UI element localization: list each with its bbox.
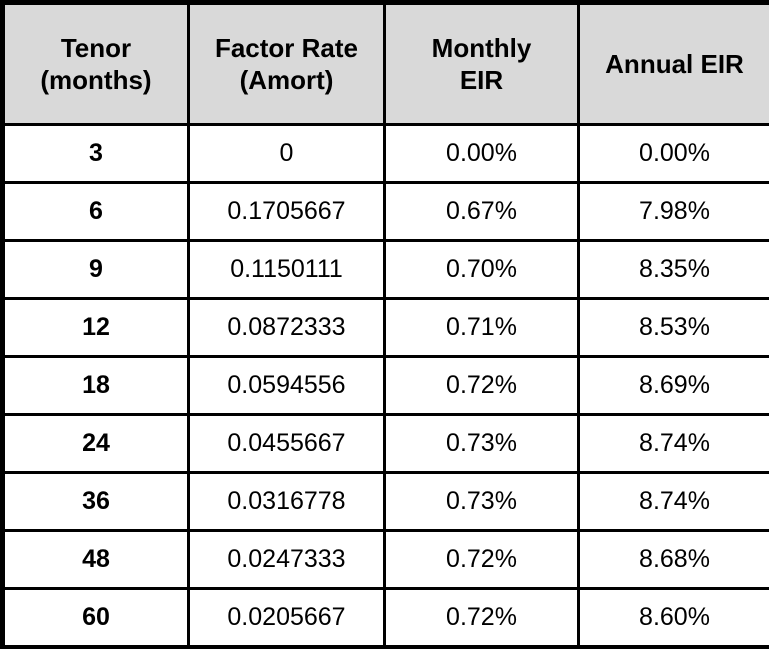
column-header-monthly-eir-line: EIR [459, 65, 504, 95]
cell-tenor: 24 [1, 413, 190, 474]
table-header: Tenor (months) Factor Rate (Amort) Monthly EI… [1, 1, 769, 126]
column-header-tenor: Tenor (months) [1, 1, 190, 126]
cell-monthly-eir: 0.72% [383, 529, 580, 590]
cell-monthly-eir: 0.70% [383, 239, 580, 300]
cell-monthly-eir: 0.72% [383, 587, 580, 649]
cell-annual-eir: 8.69% [577, 355, 769, 416]
table-row: 3 0 0.00% 0.00% [1, 123, 769, 184]
table-header-row: Tenor (months) Factor Rate (Amort) Monthly EI… [1, 1, 769, 126]
table-row: 48 0.0247333 0.72% 8.68% [1, 529, 769, 590]
cell-factor-rate: 0.1150111 [187, 239, 386, 300]
cell-monthly-eir: 0.73% [383, 413, 580, 474]
cell-factor-rate: 0.0205667 [187, 587, 386, 649]
table-row: 24 0.0455667 0.73% 8.74% [1, 413, 769, 474]
cell-factor-rate: 0.0455667 [187, 413, 386, 474]
table-row: 18 0.0594556 0.72% 8.69% [1, 355, 769, 416]
column-header-annual-eir-line: Annual EIR [605, 48, 744, 79]
cell-annual-eir: 8.74% [577, 413, 769, 474]
column-header-factor-rate-line: (Amort) [239, 65, 334, 95]
table-body: 3 0 0.00% 0.00% 6 0.1705667 0.67% 7.98% 9 0.11501… [1, 123, 769, 649]
column-header-tenor-line: (months) [40, 65, 152, 95]
cell-annual-eir: 8.35% [577, 239, 769, 300]
cell-monthly-eir: 0.73% [383, 471, 580, 532]
column-header-factor-rate: Factor Rate (Amort) [187, 1, 386, 126]
cell-tenor: 48 [1, 529, 190, 590]
column-header-annual-eir: Annual EIR [577, 1, 769, 126]
cell-factor-rate: 0.0247333 [187, 529, 386, 590]
cell-tenor: 6 [1, 181, 190, 242]
cell-annual-eir: 7.98% [577, 181, 769, 242]
cell-factor-rate: 0 [187, 123, 386, 184]
cell-monthly-eir: 0.67% [383, 181, 580, 242]
cell-annual-eir: 0.00% [577, 123, 769, 184]
cell-monthly-eir: 0.00% [383, 123, 580, 184]
column-header-monthly-eir: Monthly EIR [383, 1, 580, 126]
cell-tenor: 60 [1, 587, 190, 649]
cell-annual-eir: 8.53% [577, 297, 769, 358]
cell-factor-rate: 0.0316778 [187, 471, 386, 532]
cell-tenor: 12 [1, 297, 190, 358]
cell-annual-eir: 8.74% [577, 471, 769, 532]
cell-factor-rate: 0.0872333 [187, 297, 386, 358]
table-row: 12 0.0872333 0.71% 8.53% [1, 297, 769, 358]
cell-tenor: 3 [1, 123, 190, 184]
cell-tenor: 9 [1, 239, 190, 300]
cell-tenor: 36 [1, 471, 190, 532]
cell-annual-eir: 8.60% [577, 587, 769, 649]
table-row: 60 0.0205667 0.72% 8.60% [1, 587, 769, 649]
table-row: 36 0.0316778 0.73% 8.74% [1, 471, 769, 532]
cell-tenor: 18 [1, 355, 190, 416]
table-row: 9 0.1150111 0.70% 8.35% [1, 239, 769, 300]
column-header-factor-rate-line: Factor Rate [214, 32, 359, 63]
column-header-tenor-line: Tenor [60, 32, 132, 63]
cell-monthly-eir: 0.71% [383, 297, 580, 358]
cell-monthly-eir: 0.72% [383, 355, 580, 416]
cell-annual-eir: 8.68% [577, 529, 769, 590]
table-row: 6 0.1705667 0.67% 7.98% [1, 181, 769, 242]
cell-factor-rate: 0.1705667 [187, 181, 386, 242]
cell-factor-rate: 0.0594556 [187, 355, 386, 416]
column-header-monthly-eir-line: Monthly [431, 32, 532, 63]
